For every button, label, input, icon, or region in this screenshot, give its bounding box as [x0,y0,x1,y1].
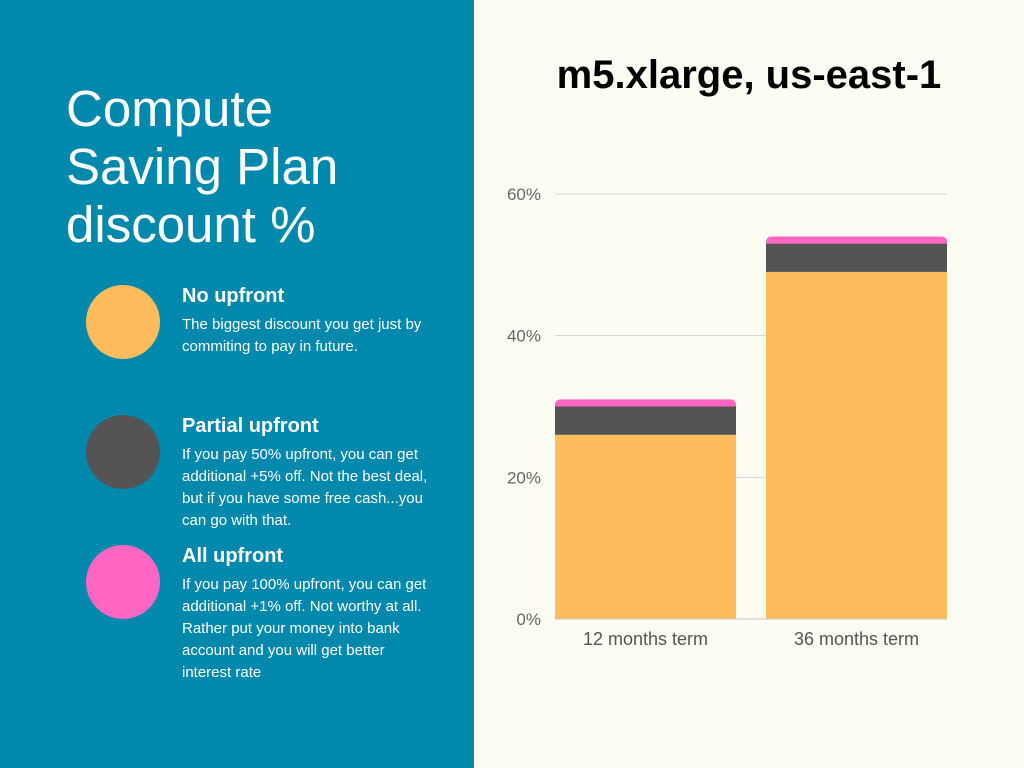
bar-segment [555,399,736,407]
y-tick-label: 40% [507,327,541,346]
legend-heading: No upfront [182,285,285,307]
orange-dot-icon [86,285,160,359]
pink-dot-icon [86,545,160,619]
legend-description: If you pay 100% upfront, you can get add… [182,576,427,681]
info-panel [0,0,474,768]
dark-gray-dot-icon [86,415,160,489]
x-category-label: 12 months term [583,629,708,649]
bar-segment [766,271,947,619]
bar-segment [766,236,947,244]
page-title-line: Compute [66,80,273,137]
legend-heading: All upfront [182,545,284,567]
legend-description: The biggest discount you get just by com… [182,316,422,355]
chart-title: m5.xlarge, us-east-1 [556,53,942,97]
y-tick-label: 0% [516,610,541,629]
page-title: Compute Saving Plan discount % [66,80,446,254]
page-title-line: Saving Plan [66,138,339,195]
bar-segment [555,434,736,619]
y-tick-label: 60% [507,185,541,204]
bar-segment [766,243,947,272]
x-category-label: 36 months term [794,629,919,649]
legend-description: If you pay 50% upfront, you can get addi… [182,446,428,529]
page-title-line: discount % [66,196,316,253]
y-tick-label: 20% [507,468,541,487]
legend-heading: Partial upfront [182,415,319,437]
bar-segment [555,406,736,435]
